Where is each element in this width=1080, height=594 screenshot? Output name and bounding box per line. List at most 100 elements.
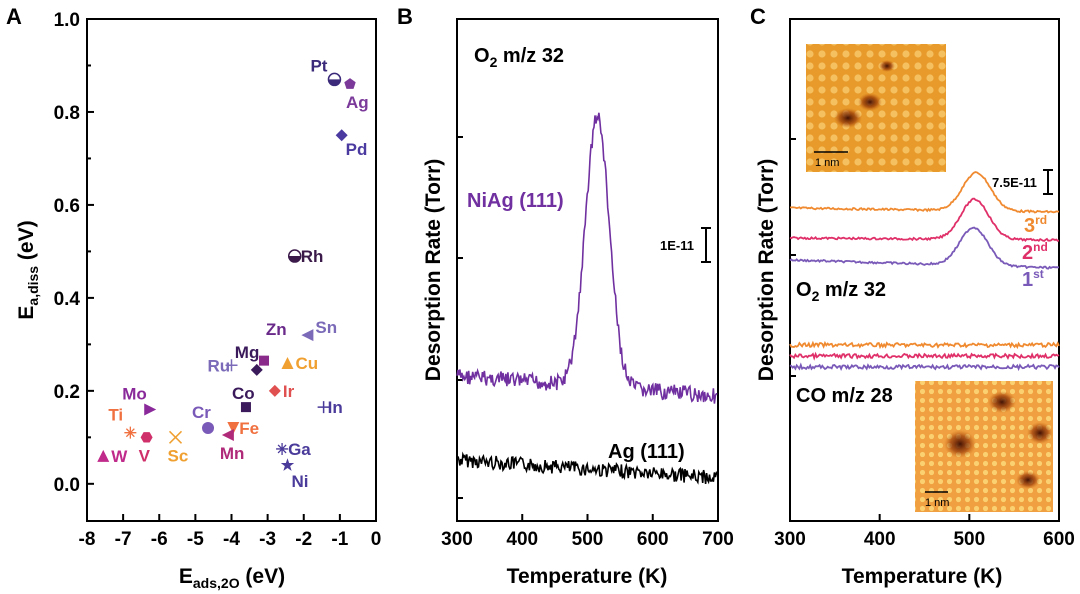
stm-inset-bottom: 1 nm xyxy=(915,381,1053,512)
panel-a-ylabel: Ea,diss (eV) xyxy=(15,220,41,319)
point-label: Rh xyxy=(301,247,324,266)
panel-b-ylabel: Desorption Rate (Torr) xyxy=(422,159,445,381)
point-label: Cr xyxy=(192,403,211,422)
stm-inset-top: 1 nm xyxy=(806,44,946,172)
point-label: Pt xyxy=(310,56,327,75)
b-xtick-label: 300 xyxy=(441,529,473,550)
a-xtick-label: -6 xyxy=(151,529,168,550)
series-label-niag: NiAg (111) xyxy=(467,190,564,212)
point-label: Co xyxy=(232,384,255,403)
point-marker-cr xyxy=(202,422,215,435)
point-rh: Rh xyxy=(287,247,324,266)
a-ytick-label: 0.4 xyxy=(54,289,81,310)
a-xtick-label: -7 xyxy=(115,529,132,550)
point-pd: Pd xyxy=(335,129,368,159)
point-label: Ru xyxy=(208,356,231,375)
panel-c-annotation-co: CO m/z 28 xyxy=(796,385,893,407)
c-xtick-label: 500 xyxy=(953,529,985,550)
point-ru: Ru xyxy=(208,356,238,375)
point-marker-mo xyxy=(144,403,157,416)
a-xtick-label: -3 xyxy=(259,529,276,550)
a-xtick-label: -4 xyxy=(223,529,240,550)
panel-c-ylabel: Desorption Rate (Torr) xyxy=(755,159,778,381)
point-marker-ir xyxy=(268,384,281,397)
point-ag: Ag xyxy=(344,78,369,112)
stm-bottom-scale: 1 nm xyxy=(925,497,949,509)
panel-c-scalebar-label: 7.5E-11 xyxy=(992,175,1037,190)
panel-c-annotation-o2: O2 m/z 32 xyxy=(796,279,886,304)
co-line-2nd xyxy=(789,351,1060,361)
point-cr: Cr xyxy=(192,403,215,435)
panel-label-b: B xyxy=(397,4,413,29)
point-marker-pd xyxy=(335,129,348,142)
panel-c-scalebar: 7.5E-11 xyxy=(992,169,1053,195)
label-2nd: 2nd xyxy=(1022,240,1048,264)
point-label: Zn xyxy=(266,320,287,339)
c-xtick-label: 300 xyxy=(774,529,806,550)
point-label: In xyxy=(328,398,343,417)
a-xtick-label: -1 xyxy=(331,529,348,550)
point-sn: Sn xyxy=(301,318,337,342)
co-line-1st xyxy=(789,362,1060,372)
point-marker-cu xyxy=(281,356,294,369)
panel-b-ticks: 300 400 500 600 700 xyxy=(441,136,734,550)
point-label: Fe xyxy=(239,419,259,438)
o2-line-1st xyxy=(789,226,1060,270)
point-marker-sc xyxy=(168,430,183,444)
panel-a-xlabel: Eads,2O (eV) xyxy=(179,565,285,591)
point-mo: Mo xyxy=(122,384,157,416)
point-fe: Fe xyxy=(227,419,259,438)
point-marker-v xyxy=(140,432,153,443)
point-label: Sn xyxy=(315,318,337,337)
panel-b-scalebar: 1E-11 xyxy=(660,227,711,263)
panel-label-a: A xyxy=(6,4,22,29)
point-label: Sc xyxy=(168,446,189,465)
panel-c-axes xyxy=(789,18,1060,522)
point-ni: Ni xyxy=(280,458,308,491)
point-ga: Ga xyxy=(276,440,311,459)
point-marker-ni xyxy=(280,458,295,471)
point-marker-in xyxy=(317,401,330,414)
a-ytick-label: 1.0 xyxy=(54,10,80,31)
a-xtick-label: -8 xyxy=(79,529,96,550)
point-label: Mn xyxy=(220,444,245,463)
point-marker-ru xyxy=(225,359,238,372)
point-label: Ag xyxy=(346,93,369,112)
point-marker-mn xyxy=(221,429,234,442)
o2-line-2nd xyxy=(789,197,1060,242)
panel-a-ticks: -8 -7 -6 -5 -4 -3 -2 -1 0 0.0 0.2 0.4 0.6 0.8 1.0 xyxy=(54,10,382,550)
point-marker-mg xyxy=(250,363,263,376)
b-xtick-label: 600 xyxy=(637,529,669,550)
stm-top-scale: 1 nm xyxy=(815,157,839,169)
point-mn: Mn xyxy=(220,429,245,463)
panel-c-ticks: 300 400 500 600 xyxy=(774,138,1075,550)
a-ytick-label: 0.0 xyxy=(54,475,80,496)
point-marker-co xyxy=(240,402,251,413)
point-co: Co xyxy=(232,384,255,413)
point-label: Cu xyxy=(295,354,318,373)
b-xtick-label: 500 xyxy=(572,529,604,550)
point-label: Pd xyxy=(346,140,368,159)
point-marker-w xyxy=(97,449,110,462)
point-ti: Ti xyxy=(108,406,137,439)
o2-line-3rd xyxy=(789,171,1060,214)
point-label: Ni xyxy=(291,472,308,491)
b-xtick-label: 400 xyxy=(506,529,538,550)
a-ytick-label: 0.2 xyxy=(54,382,80,403)
point-marker-sn xyxy=(301,329,314,342)
point-label: V xyxy=(139,446,151,465)
point-zn: Zn xyxy=(266,320,287,339)
panel-label-c: C xyxy=(750,4,766,29)
panel-c-lines xyxy=(789,171,1060,372)
point-v: V xyxy=(139,432,153,465)
point-label: Ga xyxy=(288,440,311,459)
point-w: W xyxy=(97,447,128,466)
point-marker-ga xyxy=(276,442,289,455)
c-xtick-label: 600 xyxy=(1043,529,1075,550)
point-cu: Cu xyxy=(281,354,318,373)
a-ytick-label: 0.6 xyxy=(54,196,80,217)
point-pt: Pt xyxy=(310,56,342,87)
point-marker-zncusquare xyxy=(259,355,270,366)
